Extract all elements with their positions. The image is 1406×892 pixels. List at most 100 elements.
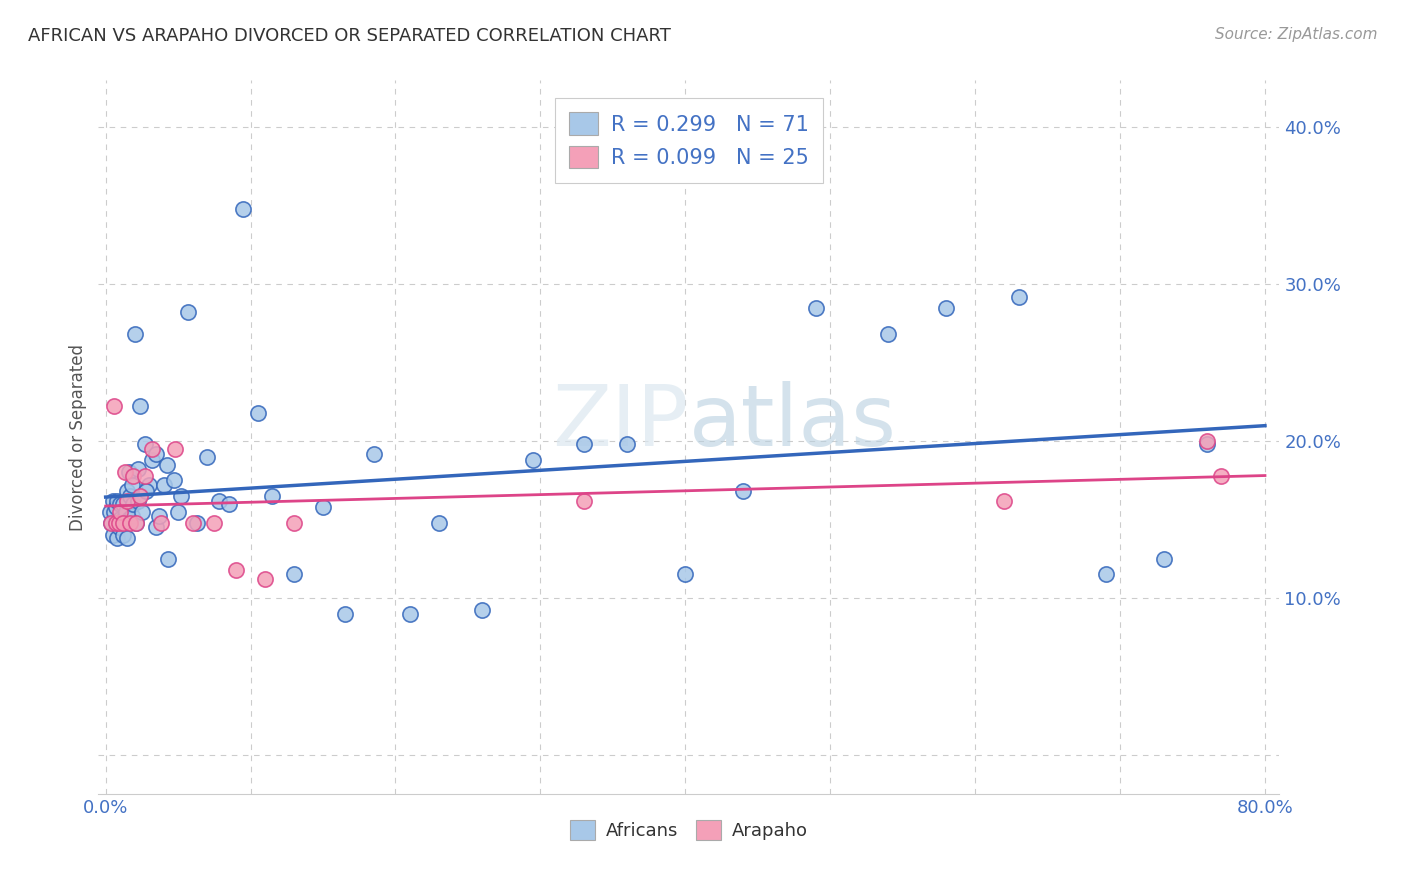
- Point: [129, 400, 152, 414]
- Point: [138, 478, 160, 492]
- Point: [177, 305, 200, 319]
- Point: [1211, 468, 1233, 483]
- Point: [471, 603, 494, 617]
- Point: [110, 516, 132, 530]
- Point: [101, 528, 124, 542]
- Point: [127, 462, 149, 476]
- Point: [108, 497, 131, 511]
- Point: [141, 452, 163, 467]
- Point: [616, 437, 638, 451]
- Point: [733, 484, 755, 499]
- Point: [125, 516, 148, 530]
- Point: [170, 489, 193, 503]
- Point: [877, 327, 900, 342]
- Point: [103, 400, 125, 414]
- Point: [155, 458, 177, 472]
- Point: [118, 512, 141, 526]
- Point: [167, 505, 190, 519]
- Point: [522, 452, 544, 467]
- Point: [135, 484, 157, 499]
- Point: [117, 531, 139, 545]
- Point: [104, 516, 127, 530]
- Point: [124, 327, 146, 342]
- Point: [1195, 437, 1218, 451]
- Point: [156, 551, 179, 566]
- Point: [1007, 290, 1029, 304]
- Point: [122, 497, 145, 511]
- Point: [120, 489, 142, 503]
- Point: [98, 505, 121, 519]
- Point: [1153, 551, 1175, 566]
- Point: [1094, 567, 1116, 582]
- Point: [232, 202, 254, 216]
- Point: [254, 572, 277, 586]
- Point: [195, 450, 218, 464]
- Point: [134, 437, 156, 451]
- Point: [112, 497, 135, 511]
- Point: [105, 531, 128, 545]
- Point: [333, 607, 356, 621]
- Point: [118, 466, 141, 480]
- Point: [108, 505, 131, 519]
- Point: [112, 516, 135, 530]
- Point: [186, 516, 208, 530]
- Point: [108, 512, 131, 526]
- Point: [246, 406, 269, 420]
- Point: [141, 442, 163, 456]
- Point: [283, 516, 305, 530]
- Point: [148, 509, 170, 524]
- Point: [572, 493, 595, 508]
- Point: [114, 466, 136, 480]
- Point: [935, 301, 957, 315]
- Point: [208, 493, 231, 508]
- Point: [262, 489, 284, 503]
- Point: [125, 516, 148, 530]
- Point: [114, 509, 136, 524]
- Point: [134, 468, 156, 483]
- Point: [120, 516, 142, 530]
- Point: [673, 567, 696, 582]
- Point: [427, 516, 450, 530]
- Text: Source: ZipAtlas.com: Source: ZipAtlas.com: [1215, 27, 1378, 42]
- Point: [122, 468, 145, 483]
- Y-axis label: Divorced or Separated: Divorced or Separated: [69, 343, 87, 531]
- Text: AFRICAN VS ARAPAHO DIVORCED OR SEPARATED CORRELATION CHART: AFRICAN VS ARAPAHO DIVORCED OR SEPARATED…: [28, 27, 671, 45]
- Point: [129, 489, 152, 503]
- Point: [127, 493, 149, 508]
- Point: [131, 505, 153, 519]
- Point: [107, 516, 129, 530]
- Point: [165, 442, 187, 456]
- Point: [100, 516, 122, 530]
- Text: ZIP: ZIP: [553, 381, 689, 465]
- Point: [202, 516, 225, 530]
- Point: [112, 528, 135, 542]
- Point: [218, 497, 240, 511]
- Text: atlas: atlas: [689, 381, 897, 465]
- Point: [121, 509, 143, 524]
- Point: [100, 516, 122, 530]
- Point: [117, 484, 139, 499]
- Point: [181, 516, 204, 530]
- Point: [104, 516, 127, 530]
- Point: [145, 520, 167, 534]
- Point: [993, 493, 1015, 508]
- Point: [104, 500, 127, 514]
- Point: [163, 473, 186, 487]
- Point: [283, 567, 305, 582]
- Legend: Africans, Arapaho: Africans, Arapaho: [561, 811, 817, 849]
- Point: [152, 478, 174, 492]
- Point: [149, 516, 172, 530]
- Point: [1195, 434, 1218, 448]
- Point: [572, 437, 595, 451]
- Point: [117, 493, 139, 508]
- Point: [121, 478, 143, 492]
- Point: [399, 607, 422, 621]
- Point: [107, 520, 129, 534]
- Point: [105, 493, 128, 508]
- Point: [115, 505, 138, 519]
- Point: [101, 493, 124, 508]
- Point: [225, 563, 247, 577]
- Point: [363, 446, 385, 460]
- Point: [103, 505, 125, 519]
- Point: [145, 446, 167, 460]
